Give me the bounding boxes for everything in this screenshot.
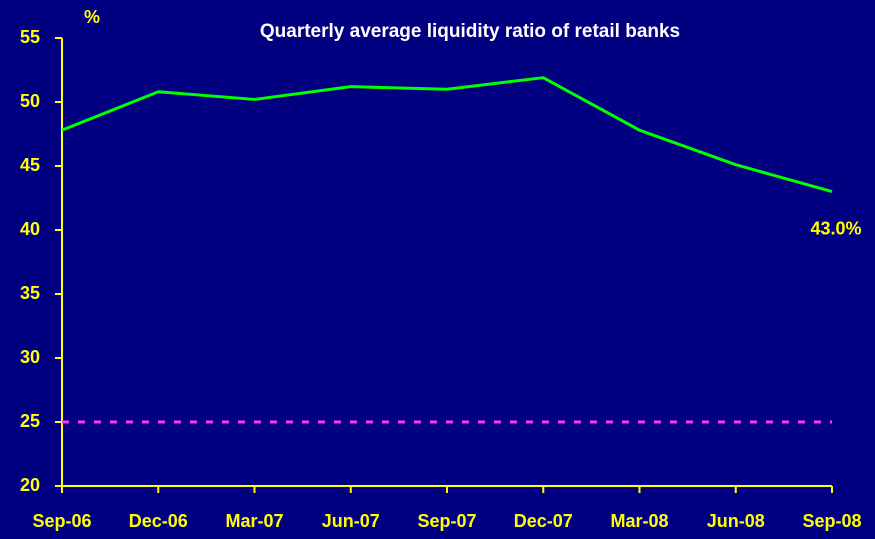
y-tick-label: 50 [20, 91, 40, 111]
x-tick-label: Mar-07 [225, 511, 283, 531]
x-tick-label: Sep-08 [802, 511, 861, 531]
data-label: 43.0% [810, 218, 861, 238]
y-tick-label: 45 [20, 155, 40, 175]
y-tick-label: 30 [20, 347, 40, 367]
y-tick-label: 35 [20, 283, 40, 303]
x-tick-label: Jun-08 [707, 511, 765, 531]
chart-title: Quarterly average liquidity ratio of ret… [260, 21, 680, 42]
x-tick-label: Mar-08 [610, 511, 668, 531]
y-tick-label: 55 [20, 27, 40, 47]
y-tick-label: 25 [20, 411, 40, 431]
x-tick-label: Sep-07 [417, 511, 476, 531]
y-axis-label: % [84, 7, 100, 27]
x-tick-label: Dec-07 [514, 511, 573, 531]
x-tick-label: Jun-07 [322, 511, 380, 531]
x-tick-label: Dec-06 [129, 511, 188, 531]
y-tick-label: 40 [20, 219, 40, 239]
data-line [61, 76, 833, 194]
y-tick-label: 20 [20, 475, 40, 495]
x-tick-label: Sep-06 [32, 511, 91, 531]
